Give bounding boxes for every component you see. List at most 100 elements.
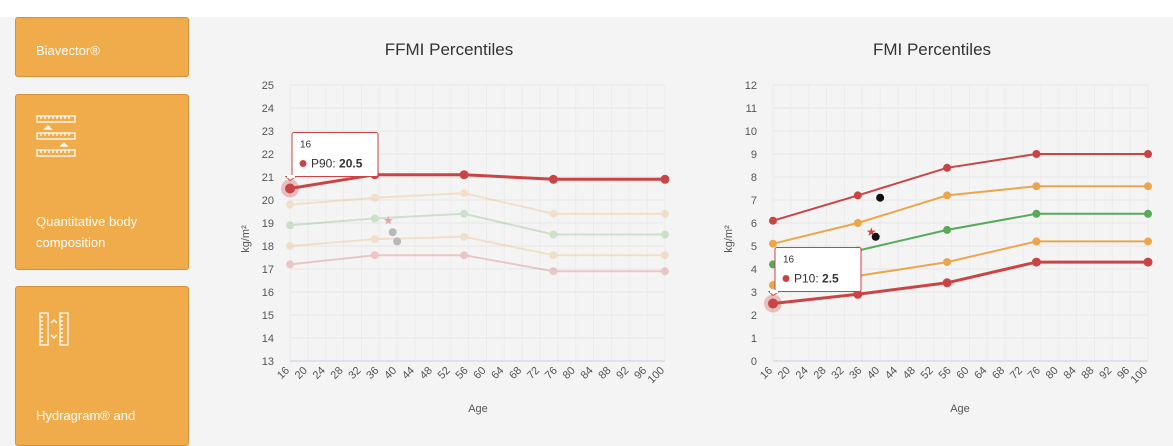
y-tick-label: 11 [746,103,757,115]
data-point[interactable] [286,242,294,250]
data-point[interactable] [769,239,777,248]
series-p75[interactable] [286,189,669,218]
y-axis-label: kg/m² [240,225,252,253]
data-point[interactable] [853,191,862,200]
y-tick-label: 18 [262,241,274,253]
y-tick-label: 23 [262,126,274,138]
y-tick-label: 0 [751,356,757,368]
data-point[interactable] [548,174,558,184]
sidebar-card-label: Biavector® [36,43,100,58]
y-tick-label: 25 [262,80,274,92]
tooltip-series-dot [782,275,790,282]
data-point[interactable] [943,258,952,267]
patient-measurement-dot [388,228,397,237]
chart-title: FFMI Percentiles [385,40,513,59]
data-point[interactable] [1032,182,1041,191]
data-point[interactable] [549,267,558,276]
y-tick-label: 12 [745,80,757,92]
data-point[interactable] [769,216,777,225]
y-tick-label: 16 [262,287,274,299]
tooltip-series-dot [299,160,307,167]
x-tick-label: 52 [919,365,936,382]
data-point[interactable] [1032,150,1041,158]
hover-point[interactable] [285,183,295,194]
y-tick-label: 15 [262,310,274,322]
ffmi-chart: FFMI Percentiles kg/m² Age 13 14 15 16 17 18 1… [240,40,670,415]
series-p50[interactable] [286,209,669,239]
x-tick-label: 20 [293,365,310,382]
data-point[interactable] [286,260,294,269]
x-tick-label: 88 [1079,365,1096,382]
data-point[interactable] [460,189,469,198]
data-point[interactable] [549,209,558,218]
data-point[interactable] [460,232,469,241]
y-tick-label: 20 [262,195,274,207]
data-point[interactable] [943,191,952,200]
y-tick-label: 1 [751,333,757,345]
sidebar: Biavector® Quantitative body composition… [0,17,205,446]
series-line [289,235,665,257]
data-point[interactable] [943,225,952,234]
series-p25[interactable] [286,232,669,260]
data-point[interactable] [1031,257,1041,267]
series-p75[interactable] [769,182,1152,248]
sidebar-card-hydragram[interactable]: Hydragram® and [15,286,189,446]
series-p10[interactable] [286,251,669,276]
x-tick-label: 100 [646,365,667,386]
x-tick-label: 64 [972,365,989,382]
data-point[interactable] [459,170,469,180]
data-point[interactable] [1032,209,1041,218]
series-line [289,254,665,273]
data-point[interactable] [661,230,669,239]
x-tick-label: 40 [382,365,399,382]
series-line [289,212,665,236]
sidebar-card-quantitative-body-composition[interactable]: Quantitative body composition [15,94,189,270]
data-point[interactable] [661,209,669,218]
data-point[interactable] [460,251,469,260]
data-point[interactable] [661,267,669,276]
data-point[interactable] [370,193,379,202]
x-tick-label: 44 [400,365,417,382]
series-line [289,192,665,215]
sidebar-card-biavector[interactable]: Biavector® [15,17,189,77]
data-point[interactable] [1144,182,1152,191]
data-point[interactable] [661,251,669,260]
y-tick-label: 7 [751,195,757,207]
x-tick-label: 72 [1008,365,1025,382]
patient-measurement-dot [871,232,880,241]
data-point[interactable] [370,251,379,260]
data-point[interactable] [1143,257,1153,267]
data-point[interactable] [853,289,863,299]
data-point[interactable] [942,278,952,288]
data-point[interactable] [1144,237,1152,246]
series-p90[interactable] [769,150,1152,225]
hover-point[interactable] [768,298,778,309]
data-point[interactable] [1144,209,1152,218]
data-point[interactable] [660,174,670,184]
data-point[interactable] [1032,237,1041,246]
tooltip: 16 P10: 2.5 [767,247,862,297]
data-point[interactable] [943,163,952,172]
x-tick-label: 36 [847,365,864,382]
data-point[interactable] [549,230,558,239]
data-point[interactable] [286,221,294,230]
data-point[interactable] [286,200,294,209]
sidebar-card-label: Quantitative body composition [36,214,138,250]
y-tick-label: 17 [262,264,274,276]
x-tick-label: 92 [1097,365,1114,382]
x-tick-label: 20 [776,365,793,382]
x-tick-label: 60 [471,365,488,382]
x-tick-label: 88 [596,365,613,382]
patient-measurement-dot [393,237,402,246]
data-point[interactable] [370,214,379,223]
data-point[interactable] [370,235,379,244]
x-tick-label: 24 [794,365,811,382]
x-tick-label: 52 [436,365,453,382]
data-point[interactable] [1144,150,1152,158]
data-point[interactable] [460,209,469,218]
x-tick-label: 40 [865,365,882,382]
data-point[interactable] [549,251,558,260]
data-point[interactable] [853,219,862,227]
x-tick-label: 44 [883,365,900,382]
main-panel [205,17,1173,439]
